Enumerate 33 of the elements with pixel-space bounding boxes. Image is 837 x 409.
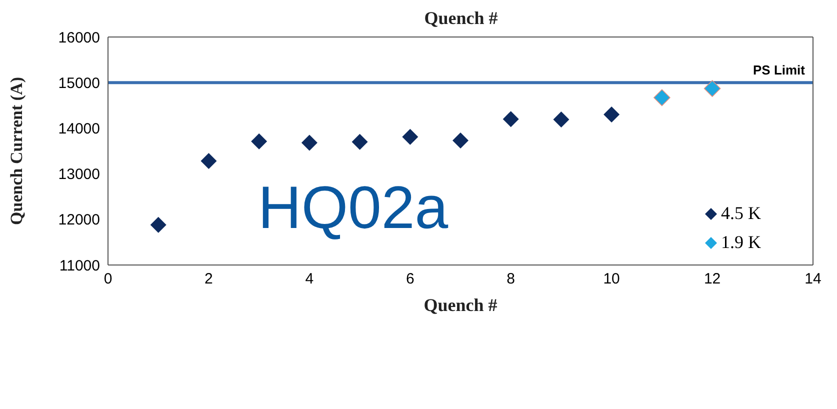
point [553, 112, 570, 128]
chart-title: Quench # [423, 8, 499, 29]
point [452, 132, 468, 149]
x-tick-label: 4 [305, 270, 314, 288]
y-tick-label: 13000 [58, 166, 100, 184]
point [301, 134, 318, 151]
point [200, 153, 217, 170]
point [502, 111, 519, 128]
x-tick-label: 2 [204, 270, 213, 288]
point [150, 216, 166, 233]
y-tick-label: 16000 [58, 29, 100, 46]
x-tick-label: 12 [704, 270, 721, 288]
y-tick-label: 11000 [59, 257, 100, 274]
point [251, 133, 268, 150]
ref-line-label: PS Limit [752, 62, 806, 78]
y-tick-label: 14000 [58, 120, 100, 138]
x-tick-label: 14 [804, 270, 822, 288]
x-tick-label: 0 [104, 270, 112, 288]
y-tick-label: 12000 [58, 212, 100, 229]
x-tick-label: 8 [506, 270, 516, 288]
annotation: HQ02a [258, 173, 448, 242]
point [654, 89, 670, 106]
point [352, 134, 368, 150]
point [704, 80, 721, 97]
legend-label: 4.5 K [721, 203, 761, 224]
y-axis-title: Quench Current (A) [7, 77, 26, 225]
point [402, 128, 418, 145]
x-tick-label: 6 [406, 270, 414, 288]
x-tick-label: 10 [603, 270, 620, 288]
legend-label: 1.9 K [721, 232, 761, 253]
y-tick-label: 15000 [58, 74, 100, 92]
x-axis-title: Quench # [424, 295, 498, 315]
point [604, 106, 620, 123]
